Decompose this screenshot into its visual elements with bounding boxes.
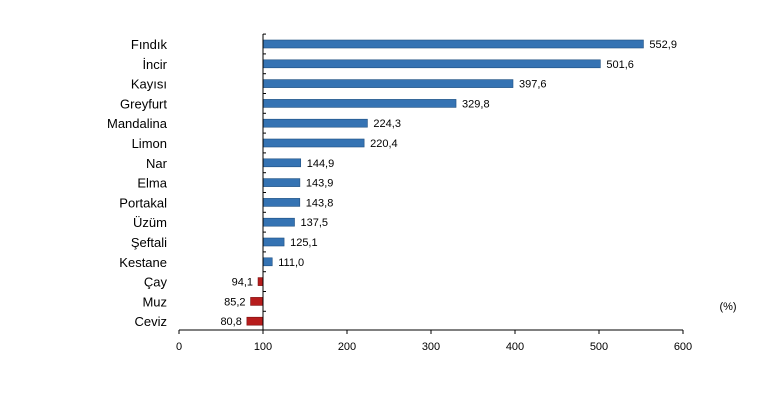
- value-labels-layer: 552,9 501,6 397,6 329,8 224,3 220,4 144,9 143,9…: [220, 39, 677, 328]
- bar-0: [262, 39, 644, 49]
- value-label-9: 137,5: [301, 217, 329, 229]
- value-label-1: 501,6: [606, 59, 634, 71]
- bar-1: [262, 59, 601, 69]
- value-label-0: 552,9: [649, 39, 677, 51]
- unit-label: (%): [719, 301, 736, 313]
- value-label-5: 220,4: [370, 138, 398, 150]
- category-labels-layer: Fındık İncir Kayısı Greyfurt Mandalina Limon N…: [107, 37, 168, 329]
- category-label-12: Çay: [144, 275, 168, 290]
- category-label-1: İncir: [142, 57, 167, 72]
- category-label-14: Ceviz: [134, 314, 167, 329]
- category-label-11: Kestane: [119, 255, 167, 270]
- category-label-2: Kayısı: [131, 77, 167, 92]
- value-label-11: 111,0: [278, 257, 304, 269]
- category-label-5: Limon: [132, 136, 167, 151]
- x-tick-label-400: 400: [506, 341, 524, 353]
- bar-2: [262, 79, 514, 88]
- value-label-13: 85,2: [224, 296, 245, 308]
- bar-5: [262, 138, 365, 148]
- value-label-14: 80,8: [220, 316, 241, 328]
- bar-7: [262, 178, 301, 187]
- bar-12: [257, 277, 264, 286]
- bars-layer: [246, 39, 644, 326]
- bar-3: [262, 99, 457, 108]
- value-label-3: 329,8: [462, 98, 490, 110]
- category-label-3: Greyfurt: [120, 96, 167, 111]
- x-tick-label-600: 600: [674, 341, 692, 353]
- x-tick-label-100: 100: [254, 341, 272, 353]
- value-label-2: 397,6: [519, 79, 547, 91]
- value-label-8: 143,8: [306, 197, 334, 209]
- category-label-9: Üzüm: [133, 215, 167, 230]
- category-label-0: Fındık: [131, 37, 168, 52]
- bar-6: [262, 158, 302, 168]
- category-label-7: Elma: [137, 176, 167, 191]
- bar-4: [262, 118, 368, 128]
- bar-9: [262, 217, 295, 227]
- category-label-13: Muz: [142, 294, 167, 309]
- axis-layer: [179, 34, 683, 331]
- bar-13: [250, 297, 264, 306]
- bar-11: [262, 257, 273, 267]
- category-label-4: Mandalina: [107, 116, 168, 131]
- x-ticks-layer: 0 100 200 300 400 500 600: [176, 33, 692, 353]
- bar-14: [246, 316, 264, 326]
- value-label-10: 125,1: [290, 237, 318, 249]
- x-tick-label-0: 0: [176, 341, 182, 353]
- value-label-7: 143,9: [306, 178, 334, 190]
- value-label-4: 224,3: [373, 118, 401, 130]
- category-label-8: Portakal: [119, 195, 167, 210]
- x-tick-label-500: 500: [590, 341, 608, 353]
- category-label-6: Nar: [146, 156, 168, 171]
- x-tick-label-200: 200: [338, 341, 356, 353]
- value-label-6: 144,9: [307, 158, 335, 170]
- bar-10: [262, 237, 285, 247]
- category-label-10: Şeftali: [131, 235, 167, 250]
- bar-8: [262, 198, 301, 207]
- value-label-12: 94,1: [232, 277, 253, 289]
- x-tick-label-300: 300: [422, 341, 440, 353]
